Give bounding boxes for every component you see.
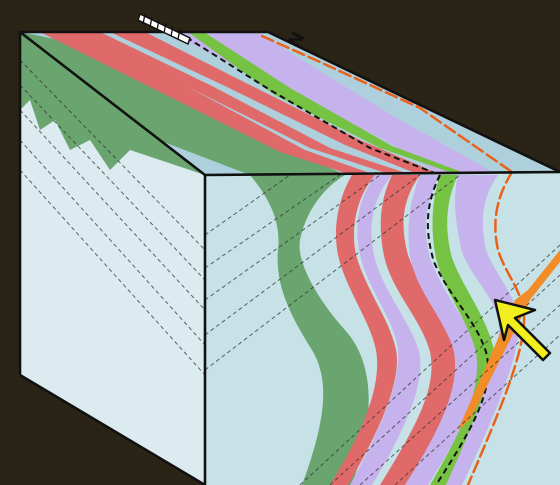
fault-line-front-2 [205,174,341,269]
top-left-edge [19,30,206,177]
fault-line-left-2 [20,84,205,281]
lavender-layer-front-2 [405,175,481,485]
north-arrow-icon [137,12,191,46]
red-layer-top-3 [110,32,442,175]
front-face-layers [205,172,560,485]
fault-line-left-3 [20,109,205,311]
red-layer-front-2 [380,175,459,485]
lavender-layer-front-1 [350,175,421,485]
orange-layer-front [458,250,560,430]
black-dashed-horizon-front [426,174,490,485]
left-face-outer-edge [18,30,268,375]
yellow-pointer-arrow-icon [493,298,552,362]
red-layer-front-1 [330,175,397,485]
dark-green-layer-front [250,175,369,485]
fault-line-front-3 [205,174,381,301]
fault-line-front-4 [205,174,421,336]
fault-line-front-9 [394,334,560,485]
lavender-layer-front-3 [446,175,519,485]
red-layer-top-1 [40,32,375,175]
fault-line-front-1 [205,174,291,236]
fault-line-front-6 [299,244,560,485]
left-bottom-edge [19,373,206,485]
top-face-layers [20,32,514,175]
fault-line-left-1 [20,59,205,251]
orange-dashed-horizon-top [260,34,514,174]
red-layer-top-2 [72,32,412,175]
green-layer-top [188,32,470,175]
black-dashed-horizon-top [177,32,441,175]
orange-dashed-horizon-front [466,172,526,485]
top-back-edge [267,30,560,174]
fault-line-front-5 [205,174,461,371]
